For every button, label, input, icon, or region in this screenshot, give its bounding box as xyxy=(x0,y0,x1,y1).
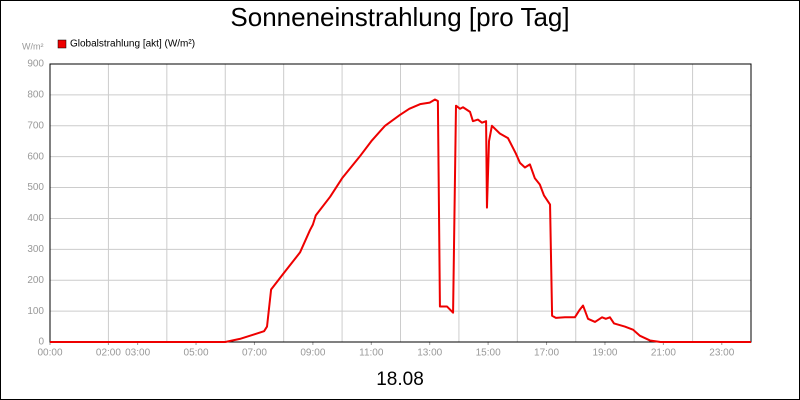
x-tick-label: 11:00 xyxy=(359,348,384,359)
y-tick-label: 800 xyxy=(27,90,44,101)
x-tick-label: 23:00 xyxy=(709,348,734,359)
y-tick-label: 400 xyxy=(27,213,44,224)
y-tick-label: 200 xyxy=(27,275,44,286)
x-tick-label: 09:00 xyxy=(300,348,325,359)
legend-swatch xyxy=(57,39,67,49)
x-axis-label: 18.08 xyxy=(376,369,424,390)
x-tick-label: 02:00 xyxy=(96,348,121,359)
y-tick-label: 900 xyxy=(27,59,44,70)
x-tick-label: 13:00 xyxy=(417,348,442,359)
x-tick-label: 21:00 xyxy=(651,348,676,359)
y-tick-label: 500 xyxy=(27,182,44,193)
y-tick-label: 600 xyxy=(27,151,44,162)
y-tick-label: 100 xyxy=(27,306,44,317)
legend-label: Globalstrahlung [akt] (W/m²) xyxy=(70,39,195,50)
chart-title: Sonneneinstrahlung [pro Tag] xyxy=(230,2,569,32)
x-tick-label: 07:00 xyxy=(242,348,267,359)
x-tick-label: 19:00 xyxy=(592,348,617,359)
x-tick-label: 15:00 xyxy=(476,348,501,359)
x-tick-label: 00:00 xyxy=(37,348,62,359)
plot-border xyxy=(49,63,752,343)
x-tick-label: 03:00 xyxy=(125,348,150,359)
x-tick-label: 17:00 xyxy=(534,348,559,359)
y-tick-label: 0 xyxy=(38,337,44,348)
data-line xyxy=(50,98,751,343)
y-tick-label: 300 xyxy=(27,244,44,255)
y-axis-label: W/m² xyxy=(22,41,44,51)
y-tick-label: 700 xyxy=(27,120,44,131)
x-tick-label: 05:00 xyxy=(184,348,209,359)
